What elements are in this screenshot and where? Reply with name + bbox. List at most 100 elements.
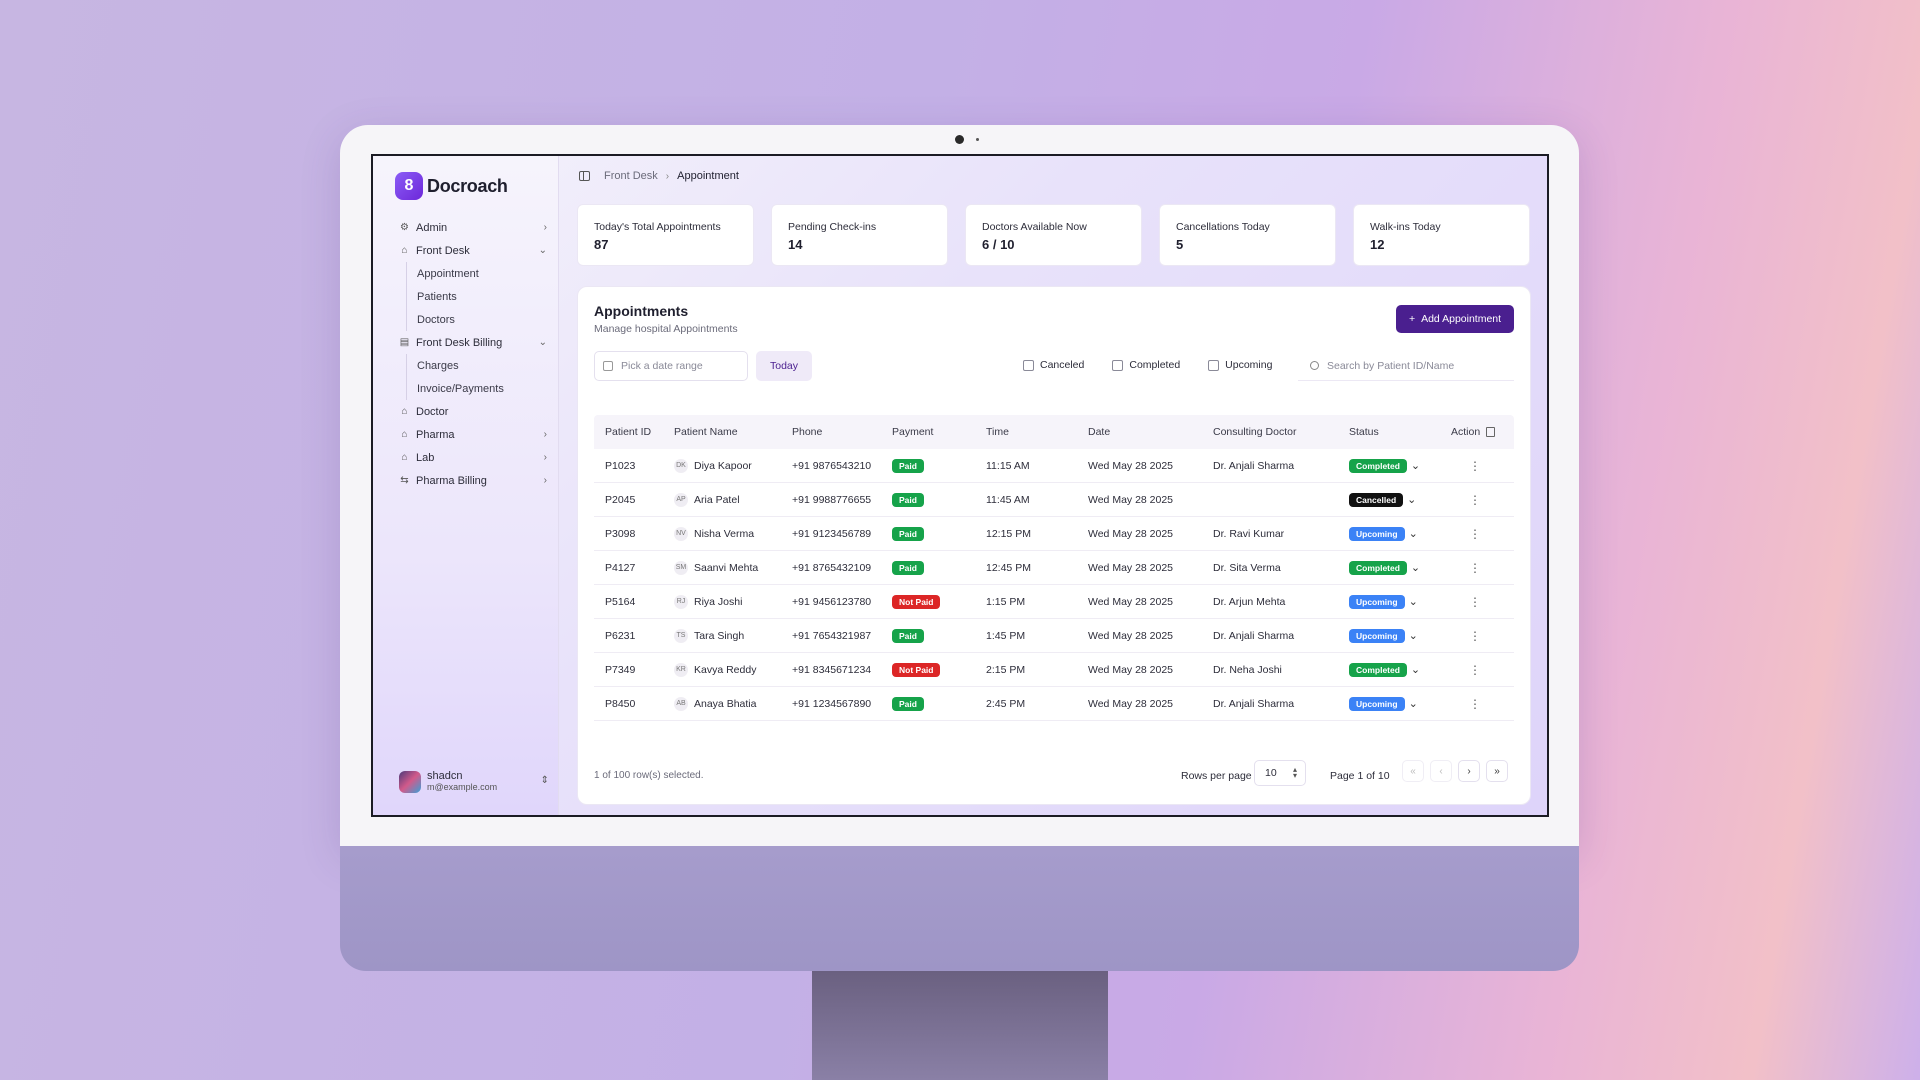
patient-name-cell: AP Aria Patel: [674, 492, 792, 507]
logo-icon: 8: [395, 172, 423, 200]
date: Wed May 28 2025: [1088, 561, 1174, 574]
avatar: [399, 770, 421, 793]
patient-id: P5164: [605, 595, 636, 608]
more-vertical-icon[interactable]: ⋮: [1469, 662, 1481, 677]
date-range-picker[interactable]: Pick a date range: [594, 351, 748, 381]
sidebar-item-appointment[interactable]: Appointment: [406, 262, 547, 285]
status-badge: Completed: [1349, 458, 1407, 473]
time: 12:15 PM: [986, 527, 1031, 540]
chevron-down-icon[interactable]: ⌄: [1408, 698, 1418, 710]
logo[interactable]: 8 Docroach: [395, 172, 508, 200]
column-header[interactable]: Date: [1088, 426, 1111, 438]
status-badge: Completed: [1349, 662, 1407, 677]
more-vertical-icon[interactable]: ⋮: [1469, 560, 1481, 575]
column-header[interactable]: Patient ID: [605, 426, 652, 438]
sidebar-item-label: Pharma: [416, 428, 455, 441]
column-header[interactable]: Status: [1349, 426, 1379, 438]
gear-icon: ⚙: [400, 222, 409, 233]
chevron-down-icon[interactable]: ⌄: [1410, 664, 1421, 676]
action-cell: ⋮: [1451, 527, 1511, 541]
patient-initials: RJ: [674, 594, 688, 609]
user-menu[interactable]: shadcn m@example.com ⇕: [399, 770, 549, 793]
sidebar-item-front-desk-billing[interactable]: ▤ Front Desk Billing ⌄: [399, 331, 547, 354]
stat-value: 6 / 10: [982, 237, 1015, 252]
payment-cell: Paid: [892, 492, 986, 507]
more-vertical-icon[interactable]: ⋮: [1469, 492, 1481, 507]
table-row[interactable]: P6231 TS Tara Singh +91 7654321987 Paid 1:45 …: [594, 619, 1514, 653]
patient-name-cell: KR Kavya Reddy: [674, 662, 792, 677]
table-row[interactable]: P4127 SM Saanvi Mehta +91 8765432109 Paid 12:…: [594, 551, 1514, 585]
chevron-down-icon[interactable]: ⌄: [1408, 630, 1418, 642]
sidebar-toggle-icon[interactable]: [579, 171, 590, 181]
more-vertical-icon[interactable]: ⋮: [1469, 526, 1481, 541]
chevron-down-icon[interactable]: ⌄: [1410, 460, 1421, 472]
table-row[interactable]: P7349 KR Kavya Reddy +91 8345671234 Not Paid…: [594, 653, 1514, 687]
sidebar-item-doctor[interactable]: ⌂ Doctor: [399, 400, 547, 423]
column-header: Action: [1451, 426, 1511, 438]
breadcrumb-parent[interactable]: Front Desk: [604, 170, 658, 182]
chevron-down-icon[interactable]: ⌄: [1408, 596, 1418, 608]
main-content: Front Desk › Appointment Today's Total A…: [559, 156, 1547, 815]
column-header[interactable]: Phone: [792, 426, 823, 438]
chevron-right-icon: ›: [543, 452, 547, 463]
column-header[interactable]: Patient Name: [674, 426, 738, 438]
sidebar-item-pharma[interactable]: ⌂ Pharma ›: [399, 423, 547, 446]
monitor-chin: [340, 846, 1579, 971]
patient-name-cell: AB Anaya Bhatia: [674, 696, 792, 711]
chevron-down-icon[interactable]: ⌄: [1408, 528, 1418, 540]
stat-card: Walk-ins Today 12: [1353, 204, 1530, 266]
more-vertical-icon[interactable]: ⋮: [1469, 458, 1481, 473]
filter-canceled-checkbox[interactable]: Canceled: [1023, 359, 1084, 371]
payment-cell: Paid: [892, 458, 986, 473]
consulting-doctor: Dr. Anjali Sharma: [1213, 629, 1295, 642]
sidebar-item-charges[interactable]: Charges: [406, 354, 547, 377]
search-input[interactable]: Search by Patient ID/Name: [1298, 351, 1514, 381]
more-vertical-icon[interactable]: ⋮: [1469, 696, 1481, 711]
filter-completed-checkbox[interactable]: Completed: [1112, 359, 1180, 371]
sidebar-item-front-desk[interactable]: ⌂ Front Desk ⌄: [399, 239, 547, 262]
rows-per-page-select[interactable]: 10 ▴ ▾: [1254, 760, 1306, 786]
status-cell: Upcoming ⌄: [1349, 696, 1451, 711]
sidebar-item-pharma-billing[interactable]: ⇆ Pharma Billing ›: [399, 469, 547, 492]
patient-initials: SM: [674, 560, 688, 575]
patient-initials: KR: [674, 662, 688, 677]
sidebar-item-invoice-payments[interactable]: Invoice/Payments: [406, 377, 547, 400]
sidebar-item-admin[interactable]: ⚙ Admin ›: [399, 216, 547, 239]
more-vertical-icon[interactable]: ⋮: [1469, 628, 1481, 643]
previous-page-button[interactable]: ‹: [1430, 760, 1452, 782]
screen: 8 Docroach ⚙ Admin › ⌂ Front Desk ⌄ Appointmen…: [371, 154, 1549, 817]
table-row[interactable]: P1023 DK Diya Kapoor +91 9876543210 Paid 11:1…: [594, 449, 1514, 483]
column-header[interactable]: Payment: [892, 426, 934, 438]
payment-cell: Paid: [892, 560, 986, 575]
last-page-button[interactable]: »: [1486, 760, 1508, 782]
more-vertical-icon[interactable]: ⋮: [1469, 594, 1481, 609]
checkbox-icon: [1023, 359, 1034, 371]
table-row[interactable]: P8450 AB Anaya Bhatia +91 1234567890 Paid 2:4…: [594, 687, 1514, 721]
table-row[interactable]: P3098 NV Nisha Verma +91 9123456789 Paid 12:1…: [594, 517, 1514, 551]
today-button[interactable]: Today: [756, 351, 812, 381]
calendar-icon: [603, 361, 613, 371]
stat-label: Cancellations Today: [1176, 221, 1270, 233]
stat-label: Doctors Available Now: [982, 221, 1087, 233]
table-row[interactable]: P2045 AP Aria Patel +91 9988776655 Paid 11:45…: [594, 483, 1514, 517]
sidebar-item-lab[interactable]: ⌂ Lab ›: [399, 446, 547, 469]
column-header[interactable]: Consulting Doctor: [1213, 426, 1297, 438]
add-appointment-button[interactable]: + Add Appointment: [1396, 305, 1514, 333]
column-header[interactable]: Time: [986, 426, 1009, 438]
status-badge: Upcoming: [1349, 526, 1405, 541]
patient-id: P8450: [605, 697, 636, 710]
chevron-down-icon[interactable]: ⌄: [1407, 494, 1417, 506]
topbar: Front Desk › Appointment: [579, 170, 739, 182]
filter-upcoming-checkbox[interactable]: Upcoming: [1208, 359, 1272, 371]
table-row[interactable]: P5164 RJ Riya Joshi +91 9456123780 Not Paid 1…: [594, 585, 1514, 619]
chevron-down-icon[interactable]: ⌄: [1410, 562, 1421, 574]
next-page-button[interactable]: ›: [1458, 760, 1480, 782]
export-icon[interactable]: [1486, 427, 1496, 437]
phone: +91 7654321987: [792, 629, 872, 642]
sidebar-item-doctors[interactable]: Doctors: [406, 308, 547, 331]
chevrons-up-down-icon: ⇕: [540, 775, 549, 786]
rows-per-page-value: 10: [1265, 767, 1277, 779]
sidebar-item-patients[interactable]: Patients: [406, 285, 547, 308]
first-page-button[interactable]: «: [1402, 760, 1424, 782]
sidebar-item-label: Front Desk Billing: [416, 336, 503, 349]
